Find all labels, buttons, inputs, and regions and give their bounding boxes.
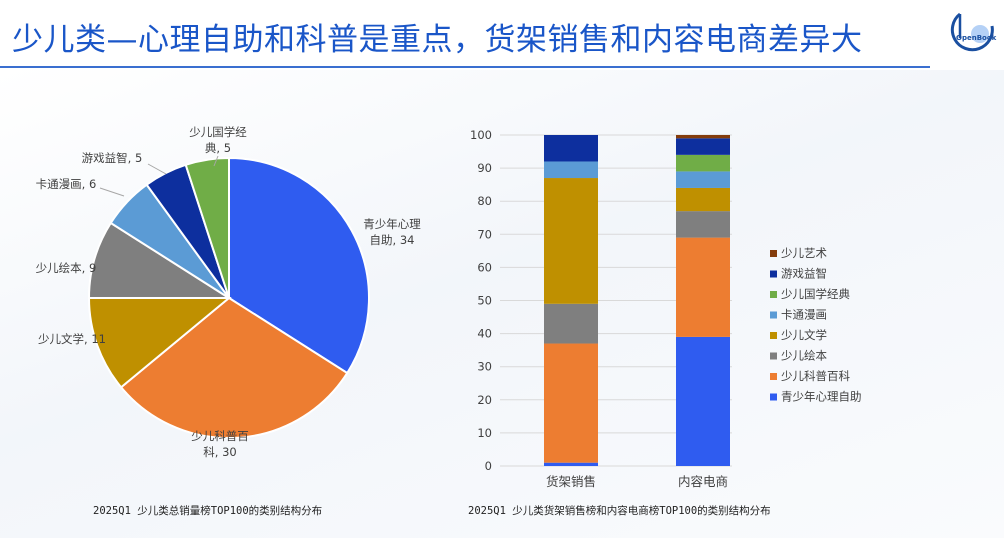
bar-segment-1-6 — [676, 138, 730, 155]
y-tick-label-10: 100 — [470, 128, 492, 142]
legend-swatch-4 — [770, 332, 777, 339]
x-tick-label-0: 货架销售 — [546, 474, 596, 489]
legend-label-0: 少儿艺术 — [781, 246, 827, 260]
y-tick-label-4: 40 — [477, 327, 492, 341]
legend-swatch-6 — [770, 373, 777, 380]
pie-chart-caption: 2025Q1 少儿类总销量榜TOP100的类别结构分布 — [93, 505, 323, 517]
bar-segment-1-1 — [676, 237, 730, 337]
y-tick-label-9: 90 — [477, 161, 492, 175]
legend-label-5: 少儿绘本 — [781, 349, 827, 363]
bar-segment-1-5 — [676, 154, 730, 172]
bar-segment-1-3 — [676, 187, 730, 212]
logo-text: OpenBook — [956, 34, 997, 42]
legend-label-7: 青少年心理自助 — [781, 390, 862, 404]
bar-segment-1-0 — [676, 336, 730, 466]
pie-data-label-6: 少儿国学经典, 5 — [189, 125, 247, 155]
pie-label-leader-5 — [147, 163, 167, 175]
pie-slice-2 — [87, 297, 232, 389]
legend-label-4: 少儿文学 — [781, 328, 827, 342]
legend-swatch-3 — [770, 311, 777, 319]
legend-swatch-2 — [770, 291, 777, 298]
legend-label-1: 游戏益智 — [781, 267, 827, 281]
y-tick-label-0: 0 — [485, 459, 492, 473]
bar-segment-0-3 — [544, 178, 598, 304]
bar-segment-0-2 — [544, 303, 598, 344]
pie-data-label-1: 少儿科普百科, 30 — [191, 429, 249, 459]
x-tick-label-1: 内容电商 — [678, 474, 728, 489]
bar-segment-0-0 — [544, 462, 598, 466]
bar-segment-0-1 — [544, 343, 598, 463]
bar-segment-0-4 — [544, 161, 598, 179]
legend-label-3: 卡通漫画 — [781, 308, 827, 322]
y-tick-label-6: 60 — [477, 260, 492, 274]
bar-segment-0-6 — [544, 135, 598, 162]
page-title: 少儿类—心理自助和科普是重点，货架销售和内容电商差异大 — [12, 22, 863, 58]
y-tick-label-2: 20 — [477, 393, 492, 407]
stacked-bar-chart: 0 10 20 30 40 50 60 70 80 90 100 货架销售 内容电商 少儿艺术游戏益智少儿… — [470, 128, 862, 489]
legend-swatch-5 — [770, 352, 777, 360]
pie-slice-6 — [184, 156, 230, 299]
pie-label-leader-4 — [99, 187, 125, 197]
pie-slice-3 — [87, 221, 233, 299]
openbook-logo-icon — [950, 12, 994, 52]
legend-label-2: 少儿国学经典 — [781, 287, 850, 301]
bar-segment-1-4 — [676, 171, 730, 188]
pie-chart: 青少年心理自助, 34 少儿科普百科, 30 少儿文学, 11 少儿绘本, 9 卡通漫画… — [36, 125, 422, 459]
pie-data-label-0: 青少年心理自助, 34 — [363, 217, 421, 247]
bar-segment-1-7 — [676, 135, 730, 139]
legend-swatch-1 — [770, 270, 777, 278]
pie-data-label-3: 少儿绘本, 9 — [36, 261, 97, 275]
legend-label-6: 少儿科普百科 — [781, 369, 850, 383]
y-tick-label-1: 10 — [477, 426, 492, 440]
title-divider — [0, 66, 930, 68]
pie-slice-1 — [119, 296, 349, 439]
bar-chart-caption: 2025Q1 少儿类货架销售榜和内容电商榜TOP100的类别结构分布 — [468, 505, 771, 517]
y-tick-label-5: 50 — [477, 294, 492, 308]
legend-swatch-7 — [770, 393, 777, 401]
pie-data-label-5: 游戏益智, 5 — [82, 151, 143, 165]
pie-label-leader-6 — [213, 155, 219, 167]
legend-swatch-0 — [770, 250, 777, 257]
pie-data-label-2: 少儿文学, 11 — [38, 332, 106, 346]
y-tick-label-3: 30 — [477, 360, 492, 374]
bar-segment-1-2 — [676, 211, 730, 238]
pie-data-label-4: 卡通漫画, 6 — [36, 177, 97, 191]
y-tick-label-7: 70 — [477, 227, 492, 241]
y-tick-label-8: 80 — [477, 194, 492, 208]
